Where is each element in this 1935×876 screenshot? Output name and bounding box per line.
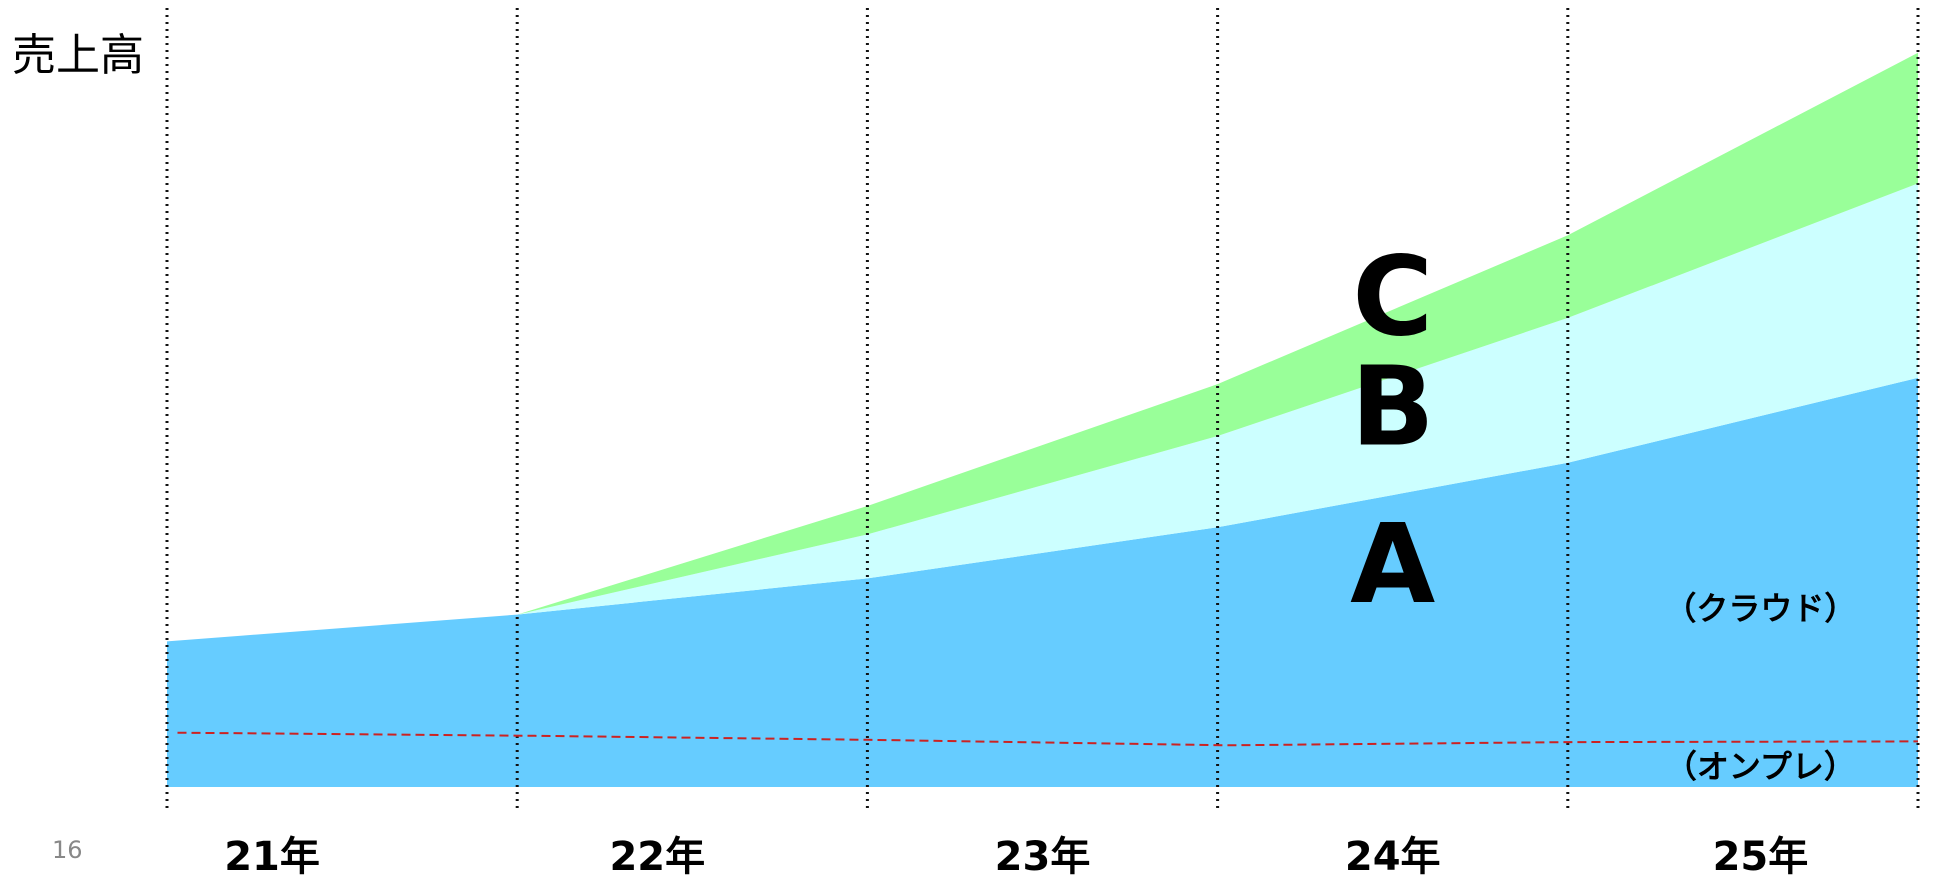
x-tick-label: 22年 [609,834,705,876]
area-series-b [167,183,1918,642]
reference-dashed-line [177,731,1919,747]
annotation-onpremise: （オンプレ） [1665,748,1856,786]
x-tick-label: 24年 [1345,834,1441,876]
area-layer [167,52,1918,787]
x-tick-label: 25年 [1713,834,1809,876]
series-label-a: A [1350,500,1435,628]
series-label-c: C [1352,232,1433,360]
annotation-cloud: （クラウド） [1664,589,1856,627]
page-number: 16 [52,836,83,864]
reference-layer [177,731,1919,747]
grid-layer [165,8,1920,808]
label-layer: 21年 22年 23年 24年 25年 CBA （クラウド） （オンプレ） [224,232,1856,876]
area-series-a [167,377,1918,787]
x-tick-label: 21年 [224,834,320,876]
x-tick-label: 23年 [995,834,1091,876]
y-axis-label: 売上高 [12,30,144,81]
series-label-b: B [1351,343,1435,471]
